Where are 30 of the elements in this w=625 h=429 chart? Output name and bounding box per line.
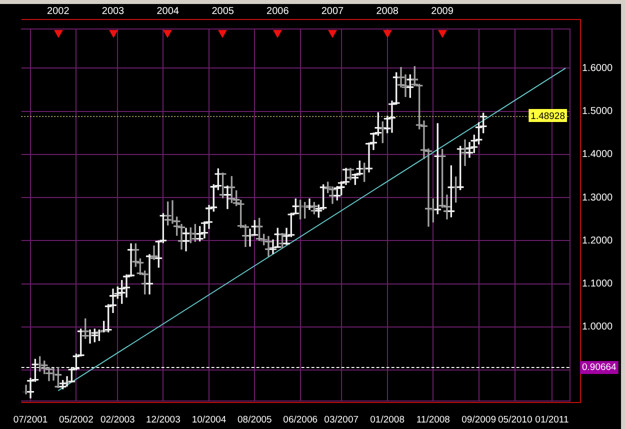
x-tick-label: 08/2005 xyxy=(237,414,272,426)
y-tick-label: 1.3000 xyxy=(582,192,614,204)
x-tick-label: 09/2009 xyxy=(462,414,496,426)
x-tick-label: 12/2003 xyxy=(146,414,180,426)
x-tick-label: 10/2004 xyxy=(192,414,226,426)
y-tick-label: 1.1000 xyxy=(582,278,614,290)
x-tick-label: 05/2002 xyxy=(59,414,94,426)
y-tick-label: 1.4000 xyxy=(582,149,614,160)
x2-tick-label: 2003 xyxy=(102,6,125,17)
y-tick-label: 1.2000 xyxy=(582,235,614,246)
x2-tick-label: 2009 xyxy=(431,6,454,17)
x2-tick-label: 2006 xyxy=(266,6,290,17)
y-tick-label: 1.0000 xyxy=(582,322,614,333)
x-tick-label: 01/2008 xyxy=(370,414,404,426)
y-tick-label: 1.6000 xyxy=(582,62,614,74)
x-tick-label: 01/2011 xyxy=(535,414,569,426)
x-tick-label: 11/2008 xyxy=(416,414,450,426)
x2-tick-label: 2005 xyxy=(212,6,234,17)
y-tick-label: 1.5000 xyxy=(582,106,614,118)
x2-tick-label: 2007 xyxy=(321,6,344,17)
x2-tick-label: 2004 xyxy=(156,6,180,17)
x-tick-label: 05/2010 xyxy=(498,414,532,426)
ref-line-label: 0.90664 xyxy=(582,362,616,374)
x-tick-label: 07/2001 xyxy=(13,414,48,426)
x2-tick-label: 2002 xyxy=(47,6,70,17)
x-tick-label: 03/2007 xyxy=(324,414,359,426)
x-tick-label: 02/2003 xyxy=(100,414,135,426)
x-tick-label: 06/2006 xyxy=(283,414,318,426)
x2-tick-label: 2008 xyxy=(376,6,399,17)
ref-line-label: 1.48928 xyxy=(530,111,566,122)
